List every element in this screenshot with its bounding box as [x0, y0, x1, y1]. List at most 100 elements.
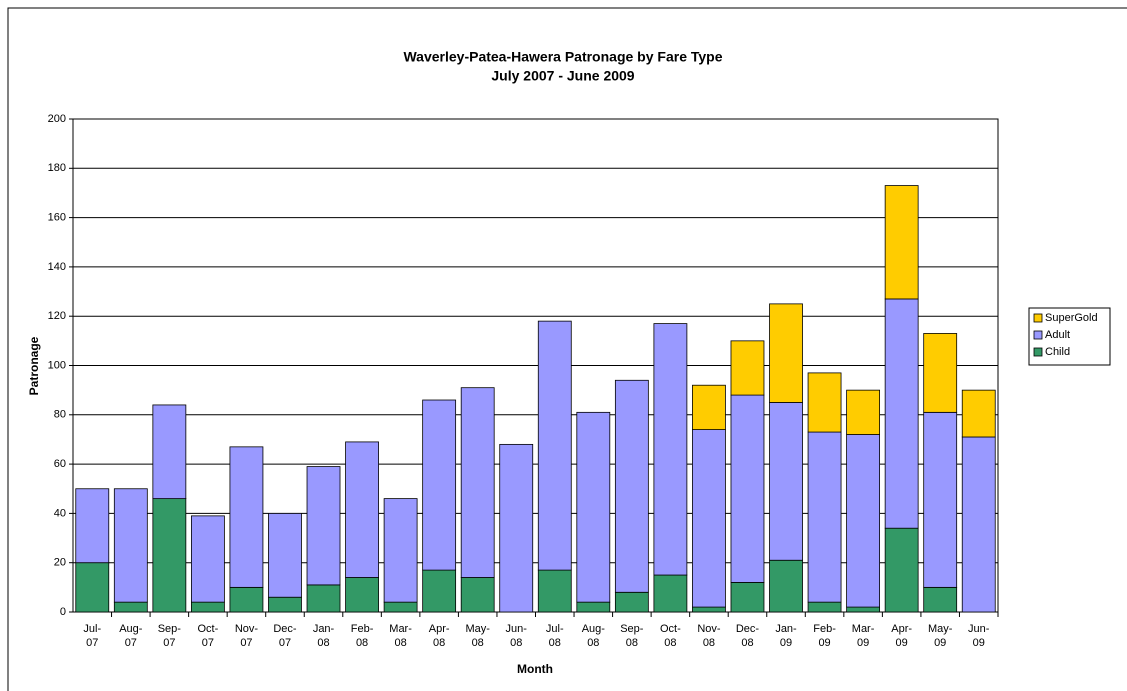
x-tick-label: Jun-08 — [505, 623, 527, 649]
bar-segment — [537, 320, 572, 571]
bar-segment — [383, 498, 418, 603]
x-tick-label: Feb-09 — [813, 623, 836, 649]
legend-label: Adult — [1045, 329, 1070, 341]
bar-segment — [653, 323, 688, 576]
bar-segment — [75, 488, 110, 564]
legend-swatch — [1033, 330, 1043, 340]
x-tick-label: May-08 — [465, 623, 490, 649]
bar-segment — [653, 574, 688, 613]
x-tick-label: Dec-07 — [273, 623, 297, 649]
bar-segment — [730, 582, 765, 613]
bar-segment — [113, 488, 148, 603]
bar-segment — [884, 527, 919, 613]
bar-segment — [229, 586, 264, 613]
bar-segment — [692, 429, 726, 608]
x-tick-label: Nov-07 — [234, 623, 259, 649]
bar-segment — [383, 601, 418, 613]
bar-segment — [113, 601, 148, 613]
bar-segment — [884, 185, 919, 300]
bar-segment — [923, 411, 958, 588]
bar-segment — [345, 577, 379, 613]
bar-segment — [422, 399, 457, 571]
bar-segment — [422, 569, 457, 613]
bar-segment — [75, 562, 110, 613]
legend-box — [1028, 307, 1111, 366]
bar-segment — [730, 340, 765, 396]
y-tick-label: 160 — [48, 212, 66, 224]
bar-segment — [576, 601, 611, 613]
y-tick-label: 60 — [54, 458, 66, 470]
x-tick-label: Aug-07 — [119, 623, 143, 649]
bar-segment — [345, 441, 379, 578]
x-tick-label: Oct-08 — [660, 623, 681, 649]
x-tick-label: Dec-08 — [735, 623, 760, 649]
bar-segment — [614, 379, 649, 593]
y-axis-label: Patronage — [27, 336, 41, 395]
x-tick-label: Apr-09 — [891, 623, 913, 649]
bar-segment — [614, 591, 649, 613]
x-tick-label: Apr-08 — [428, 623, 450, 649]
bar-segment — [846, 389, 881, 435]
x-tick-label: Feb-08 — [350, 623, 374, 649]
x-tick-label: Sep-08 — [620, 623, 644, 649]
bar-segment — [846, 434, 881, 608]
bar-segment — [152, 404, 187, 500]
legend-swatch — [1033, 313, 1043, 323]
x-tick-label: Jul-07 — [83, 623, 102, 649]
frame — [7, 7, 1127, 691]
bar-segment — [884, 298, 919, 529]
bar-segment — [306, 584, 341, 613]
x-tick-label: Nov-08 — [697, 623, 721, 649]
bar-segment — [961, 436, 996, 613]
bar-segment — [923, 586, 958, 613]
bar-segment — [846, 606, 881, 613]
y-tick-label: 180 — [48, 162, 66, 174]
x-tick-label: Jun-09 — [968, 623, 990, 649]
x-tick-label: Aug-08 — [581, 623, 605, 649]
bar-segment — [537, 569, 572, 613]
x-tick-label: Jan-09 — [775, 623, 797, 649]
bar-segment — [692, 384, 726, 430]
bar-segment — [268, 513, 302, 598]
x-tick-label: Mar-09 — [851, 623, 875, 649]
legend-label: Child — [1045, 346, 1070, 358]
x-tick-label: Oct-07 — [197, 623, 219, 649]
bar-segment — [769, 559, 803, 613]
bar-segment — [807, 431, 842, 603]
y-tick-label: 100 — [48, 359, 66, 371]
bar-segment — [152, 498, 187, 613]
x-axis-label: Month — [517, 662, 553, 676]
bar-segment — [499, 443, 534, 613]
bar-segment — [807, 601, 842, 613]
bar-segment — [306, 466, 341, 586]
x-tick-label: Jul-08 — [545, 623, 564, 649]
bar-segment — [769, 402, 803, 561]
x-tick-label: Mar-08 — [389, 623, 412, 649]
y-tick-label: 0 — [60, 606, 66, 618]
bar-segment — [460, 387, 495, 578]
bar-segment — [268, 596, 302, 613]
y-tick-label: 120 — [48, 310, 66, 322]
chart-title: Waverley-Patea-Hawera Patronage by Fare … — [403, 49, 722, 65]
bar-segment — [190, 515, 225, 603]
chart-subtitle: July 2007 - June 2009 — [491, 68, 634, 84]
bar-segment — [961, 389, 996, 438]
bar-segment — [923, 333, 958, 413]
bar-segment — [769, 303, 803, 403]
y-tick-label: 20 — [54, 557, 66, 569]
bar-segment — [576, 411, 611, 603]
y-tick-label: 200 — [48, 113, 66, 125]
y-tick-label: 40 — [54, 507, 66, 519]
x-tick-label: Jan-08 — [312, 623, 335, 649]
y-tick-label: 80 — [54, 409, 66, 421]
bar-segment — [190, 601, 225, 613]
bar-segment — [460, 577, 495, 613]
bar-segment — [807, 372, 842, 433]
y-tick-label: 140 — [48, 261, 66, 273]
bar-segment — [730, 394, 765, 583]
x-tick-label: Sep-07 — [157, 623, 181, 649]
x-tick-label: May-09 — [927, 623, 953, 649]
bar-segment — [229, 446, 264, 588]
